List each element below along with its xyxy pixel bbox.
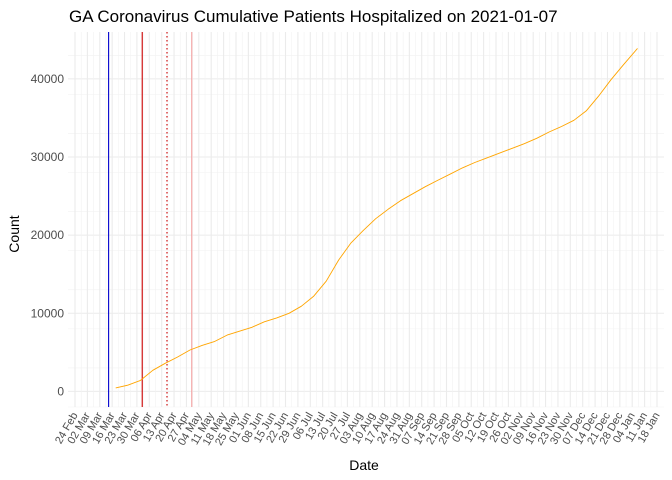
x-axis-title: Date <box>349 457 379 473</box>
y-tick-label: 10000 <box>31 306 65 320</box>
series-group <box>115 48 638 389</box>
y-tick-label: 30000 <box>31 150 65 164</box>
series-line-1 <box>115 48 638 389</box>
y-axis-ticks: 0 10000 20000 30000 40000 <box>31 72 65 399</box>
grid <box>68 32 664 408</box>
y-tick-label: 0 <box>57 384 64 398</box>
y-axis-title: Count <box>6 215 22 252</box>
y-tick-label: 20000 <box>31 228 65 242</box>
reference-lines <box>108 32 193 407</box>
y-tick-label: 40000 <box>31 72 65 86</box>
chart-title: GA Coronavirus Cumulative Patients Hospi… <box>69 7 558 26</box>
